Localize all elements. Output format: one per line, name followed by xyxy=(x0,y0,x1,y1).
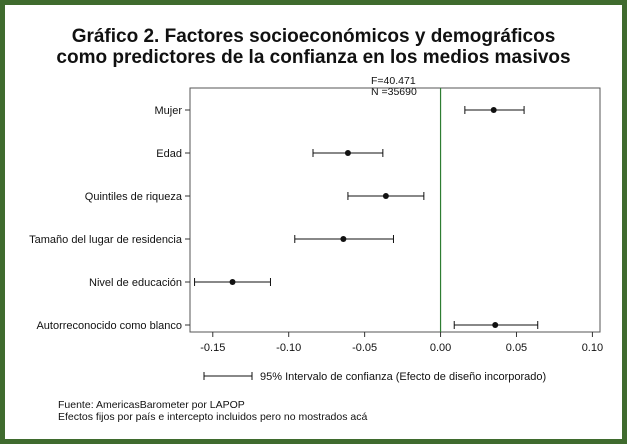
chart-title: Gráfico 2. Factores socioeconómicos y de… xyxy=(0,26,627,68)
chart-title-line-2: como predictores de la confianza en los … xyxy=(56,47,571,68)
stat-label: F=40.471 xyxy=(371,75,416,87)
note-line: Efectos fijos por país e intercepto incl… xyxy=(58,411,367,423)
plot-area xyxy=(189,87,601,333)
x-tick-label: -0.10 xyxy=(276,342,301,354)
row-label: Quintiles de riqueza xyxy=(85,191,183,203)
notes: Fuente: AmericasBarometer por LAPOPEfect… xyxy=(58,399,367,423)
row-label: Mujer xyxy=(154,105,182,117)
x-tick-label: 0.00 xyxy=(430,342,451,354)
chart-title-line-1: Gráfico 2. Factores socioeconómicos y de… xyxy=(71,26,556,47)
x-tick-label: -0.15 xyxy=(200,342,225,354)
coefficient-rows: Mujer Edad Quintiles de riqueza Tamaño del … xyxy=(29,105,539,332)
row-label: Autorreconocido como blanco xyxy=(36,320,182,332)
row-label: Edad xyxy=(156,148,182,160)
x-tick-label: -0.05 xyxy=(352,342,377,354)
estimate-point xyxy=(340,236,347,242)
legend-label: 95% Intervalo de confianza (Efecto de di… xyxy=(260,371,546,383)
estimate-point xyxy=(492,322,499,328)
plot-border xyxy=(189,87,601,333)
note-line: Fuente: AmericasBarometer por LAPOP xyxy=(58,399,245,411)
x-tick-label: 0.05 xyxy=(506,342,527,354)
legend: 95% Intervalo de confianza (Efecto de di… xyxy=(203,371,546,383)
estimate-point xyxy=(229,279,236,285)
row-label: Nivel de educación xyxy=(89,277,182,289)
x-axis-ticks: -0.15 -0.10 -0.05 0.00 0.05 0.10 xyxy=(200,332,603,354)
x-tick-label: 0.10 xyxy=(582,342,603,354)
row-label: Tamaño del lugar de residencia xyxy=(29,234,183,246)
estimate-point xyxy=(382,193,389,199)
estimate-point xyxy=(344,150,351,156)
stat-label: N =35690 xyxy=(371,86,417,98)
estimate-point xyxy=(490,107,497,113)
